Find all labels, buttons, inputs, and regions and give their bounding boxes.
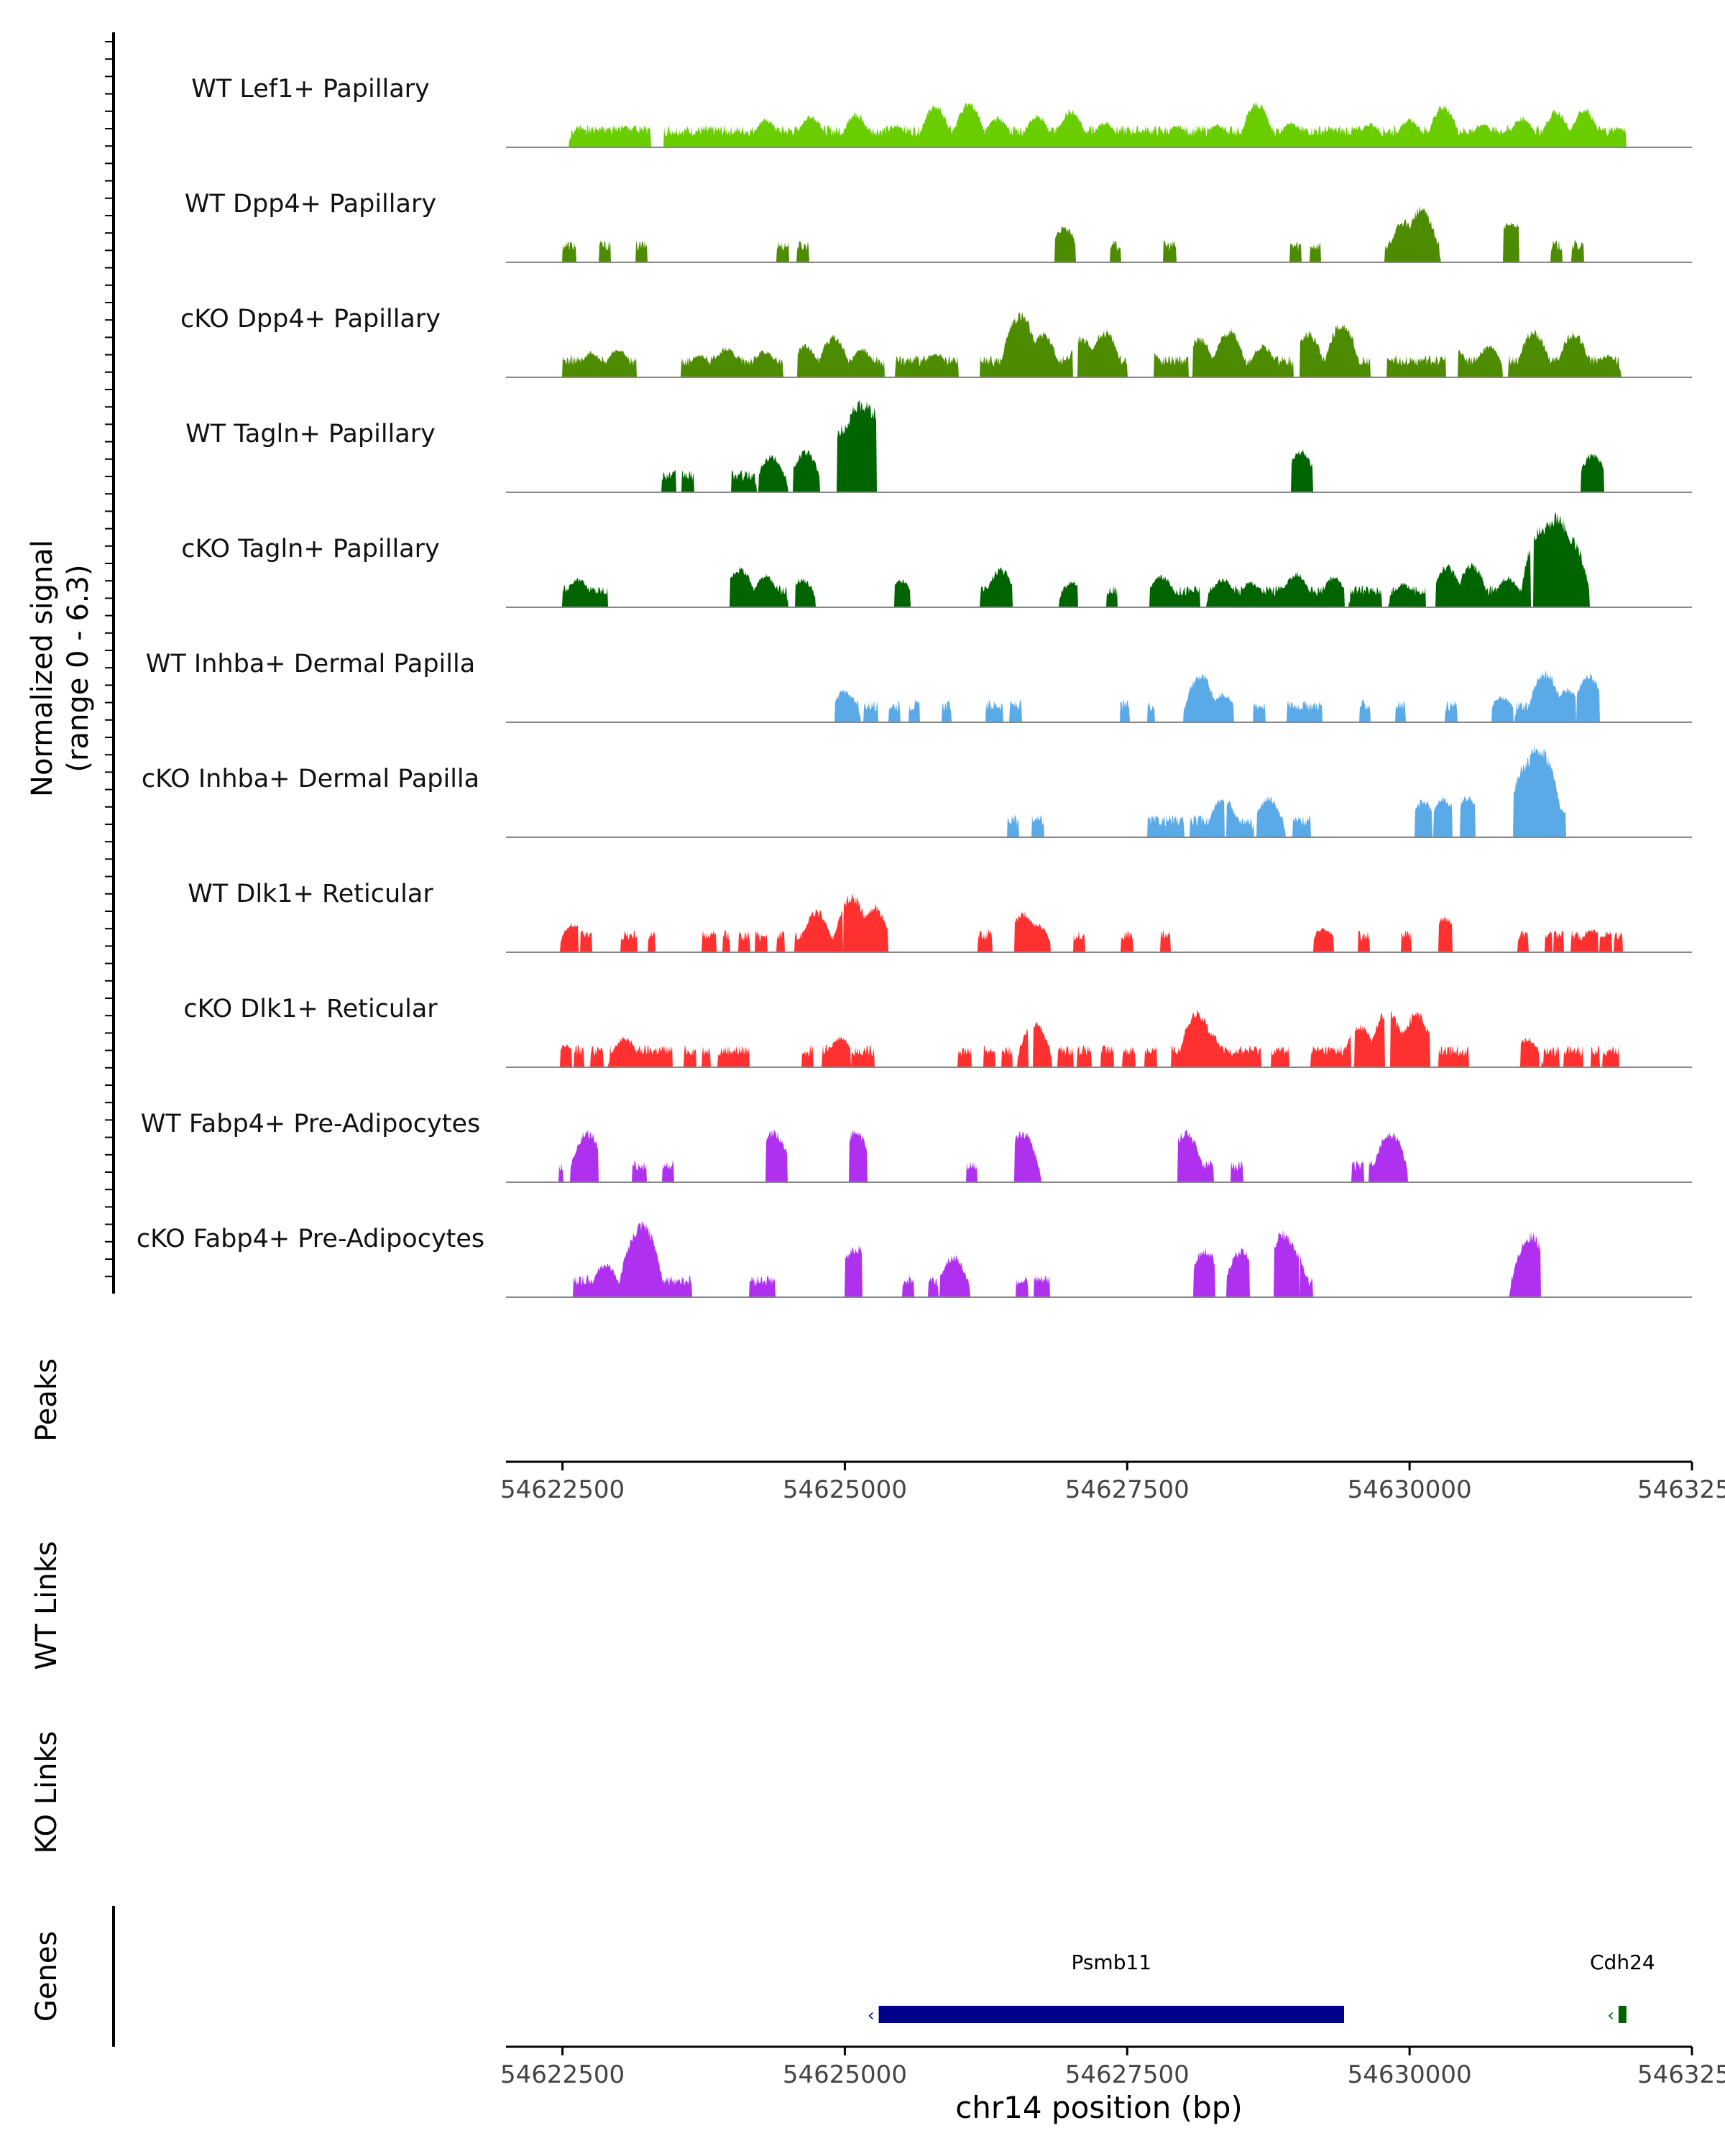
coverage-area — [506, 311, 1692, 377]
xaxis-tick-label: 54627500 — [1065, 2060, 1190, 2089]
coverage-area — [506, 101, 1692, 147]
track-label: WT Dpp4+ Papillary — [185, 190, 436, 218]
yaxis-title-line2: (range 0 - 6.3) — [62, 564, 95, 772]
peaks-row-label-group: Peaks — [30, 1358, 63, 1442]
track-label: WT Lef1+ Papillary — [191, 75, 430, 103]
wt-links-label-group: WT Links — [30, 1541, 63, 1669]
track-2: WT Dpp4+ Papillary — [185, 190, 1692, 263]
track-label: cKO Fabp4+ Pre-Adipocytes — [137, 1225, 484, 1253]
xaxis-tick-label: 54622500 — [500, 1475, 625, 1504]
coverage-area — [506, 1220, 1692, 1297]
track-label: cKO Tagln+ Papillary — [181, 535, 440, 563]
peaks-xaxis: 54622500 54625000 54627500 54630000 546325 — [500, 1462, 1725, 1504]
track-5: cKO Tagln+ Papillary — [181, 512, 1692, 608]
track-label: WT Inhba+ Dermal Papilla — [146, 650, 475, 678]
xaxis-tick-label: 54630000 — [1348, 2060, 1472, 2089]
track-7: cKO Inhba+ Dermal Papilla — [142, 743, 1692, 838]
genes-row-label: Genes — [30, 1931, 63, 2022]
xaxis-tick-label: 54625000 — [783, 1475, 907, 1504]
track-8: WT Dlk1+ Reticular — [188, 880, 1692, 953]
track-label: WT Dlk1+ Reticular — [188, 880, 433, 908]
yaxis-title-line1: Normalized signal — [26, 540, 59, 797]
track-9: cKO Dlk1+ Reticular — [183, 995, 1692, 1068]
wt-links-row-label: WT Links — [30, 1541, 63, 1669]
xaxis-tick-label: 546325 — [1637, 2060, 1725, 2089]
xaxis-tick-label: 54630000 — [1348, 1475, 1472, 1504]
gene-body — [878, 2006, 1344, 2023]
gene-label: Cdh24 — [1590, 1950, 1655, 1974]
signal-tracks: WT Lef1+ Papillary WT Dpp4+ Papillary cKO … — [137, 75, 1692, 1298]
xaxis-tick-label: 54625000 — [783, 2060, 907, 2089]
track-label: cKO Dlk1+ Reticular — [183, 995, 438, 1023]
gene-psmb11: ‹ Psmb11 — [868, 1950, 1344, 2025]
track-label: cKO Inhba+ Dermal Papilla — [142, 765, 479, 793]
gene-cdh24: ‹ Cdh24 — [1590, 1950, 1655, 2025]
signal-axis-ticks — [105, 41, 114, 1278]
coverage-area — [506, 1009, 1692, 1067]
coverage-area — [506, 743, 1692, 837]
coverage-area — [506, 670, 1692, 722]
xaxis-tick-label: 54622500 — [500, 2060, 625, 2089]
ko-links-row-label: KO Links — [30, 1731, 63, 1854]
track-1: WT Lef1+ Papillary — [191, 75, 1692, 148]
track-label: WT Fabp4+ Pre-Adipocytes — [141, 1110, 480, 1138]
peaks-row-label: Peaks — [30, 1358, 63, 1442]
track-4: WT Tagln+ Papillary — [185, 398, 1692, 493]
genes-xaxis: 54622500 54625000 54627500 54630000 546325 — [500, 2047, 1725, 2089]
track-label: WT Tagln+ Papillary — [185, 420, 436, 448]
track-6: WT Inhba+ Dermal Papilla — [146, 650, 1692, 723]
track-label: cKO Dpp4+ Papillary — [180, 305, 441, 333]
gene-label: Psmb11 — [1071, 1950, 1151, 1974]
coverage-area — [506, 893, 1692, 952]
yaxis-title-group: Normalized signal (range 0 - 6.3) — [26, 540, 95, 797]
gene-annotations: ‹ Psmb11 ‹ Cdh24 — [868, 1950, 1655, 2025]
gene-body — [1618, 2006, 1627, 2023]
xaxis-tick-label: 546325 — [1637, 1475, 1725, 1504]
track-10: WT Fabp4+ Pre-Adipocytes — [141, 1110, 1692, 1183]
coverage-area — [506, 206, 1692, 262]
genes-label-group: Genes — [30, 1931, 63, 2022]
track-3: cKO Dpp4+ Papillary — [180, 305, 1692, 378]
track-11: cKO Fabp4+ Pre-Adipocytes — [137, 1220, 1692, 1298]
coverage-area — [506, 512, 1692, 607]
coverage-area — [506, 398, 1692, 492]
coverage-area — [506, 1129, 1692, 1182]
xaxis-tick-label: 54627500 — [1065, 1475, 1190, 1504]
xaxis-title: chr14 position (bp) — [955, 2090, 1243, 2125]
strand-arrow: ‹ — [868, 2005, 875, 2025]
ko-links-label-group: KO Links — [30, 1731, 63, 1854]
strand-arrow: ‹ — [1607, 2005, 1614, 2025]
